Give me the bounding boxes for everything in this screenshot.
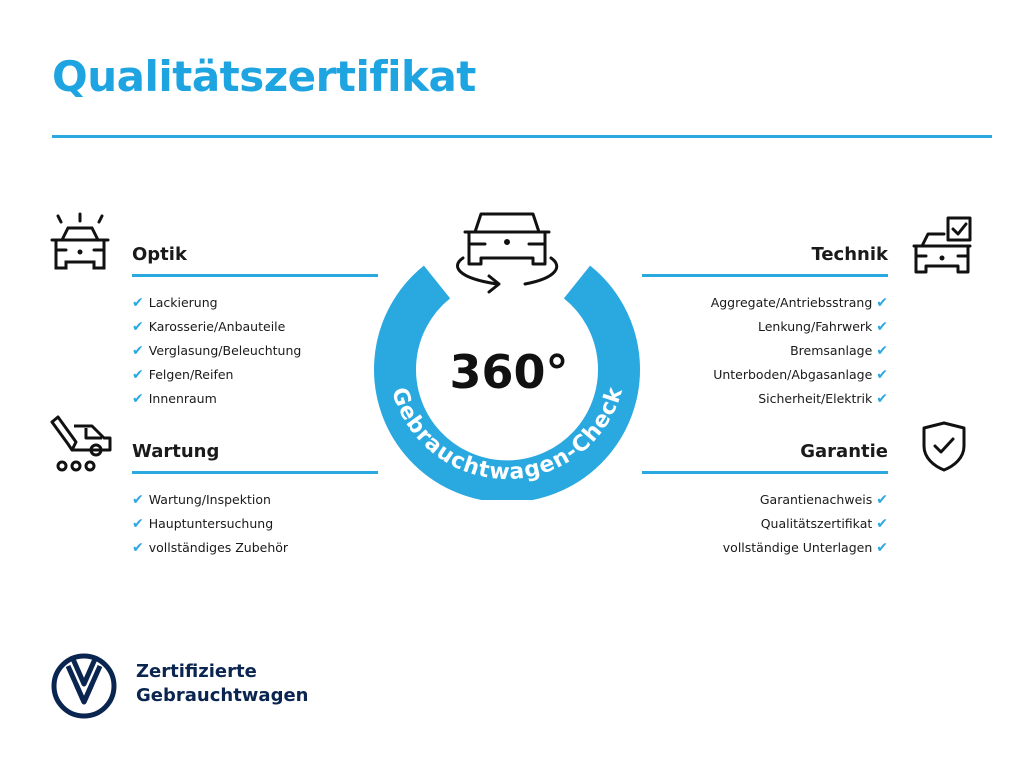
check-icon: ✔ bbox=[876, 492, 888, 508]
section-heading: Optik bbox=[132, 244, 187, 265]
list-item: Garantienachweis ✔ bbox=[759, 492, 888, 508]
check-icon: ✔ bbox=[876, 540, 888, 556]
title-divider bbox=[52, 135, 992, 138]
section-divider bbox=[132, 471, 378, 474]
car-rotate-icon bbox=[456, 212, 558, 294]
page-title: Qualitätszertifikat bbox=[52, 52, 476, 101]
ring-arc bbox=[374, 265, 640, 500]
check-icon: ✔ bbox=[876, 343, 888, 359]
check-icon: ✔ bbox=[876, 319, 888, 335]
check-icon: ✔ bbox=[876, 367, 888, 383]
list-item: ✔ Innenraum bbox=[132, 391, 217, 407]
360-label: 360° bbox=[449, 345, 568, 399]
shield-check-icon bbox=[922, 421, 966, 472]
check-icon: ✔ bbox=[132, 295, 144, 311]
section-heading: Wartung bbox=[132, 441, 220, 462]
vw-logo bbox=[51, 653, 117, 719]
check-icon: ✔ bbox=[132, 367, 144, 383]
check-icon: ✔ bbox=[132, 516, 144, 532]
list-item: Unterboden/Abgasanlage ✔ bbox=[713, 367, 888, 383]
section-technik: Technik Aggregate/Antriebsstrang ✔ Lenkun… bbox=[642, 244, 888, 411]
list-item: Lenkung/Fahrwerk ✔ bbox=[758, 319, 888, 335]
check-icon: ✔ bbox=[876, 295, 888, 311]
list-item: Sicherheit/Elektrik ✔ bbox=[758, 391, 888, 407]
car-checkbox-icon bbox=[912, 216, 972, 274]
section-heading: Technik bbox=[811, 244, 888, 265]
check-icon: ✔ bbox=[876, 516, 888, 532]
section-divider bbox=[642, 274, 888, 277]
service-van-icon bbox=[50, 415, 112, 472]
list-item: ✔ vollständiges Zubehör bbox=[132, 540, 289, 556]
list-item: ✔ Wartung/Inspektion bbox=[132, 492, 271, 508]
check-icon: ✔ bbox=[132, 319, 144, 335]
list-item: ✔ Felgen/Reifen bbox=[132, 367, 234, 383]
list-item: Qualitätszertifikat ✔ bbox=[760, 516, 888, 532]
car-lights-icon bbox=[50, 212, 110, 270]
list-item: ✔ Lackierung bbox=[132, 295, 218, 311]
check-icon: ✔ bbox=[132, 343, 144, 359]
list-item: Aggregate/Antriebsstrang ✔ bbox=[710, 295, 888, 311]
section-heading: Garantie bbox=[800, 441, 888, 462]
list-item: ✔ Karosserie/Anbauteile bbox=[132, 319, 286, 335]
check-icon: ✔ bbox=[132, 540, 144, 556]
section-divider bbox=[132, 274, 378, 277]
list-item: ✔ Hauptuntersuchung bbox=[132, 516, 274, 532]
list-item: ✔ Verglasung/Beleuchtung bbox=[132, 343, 302, 359]
360-check-badge: Gebrauchtwagen-Check 360° bbox=[374, 212, 640, 500]
check-icon: ✔ bbox=[876, 391, 888, 407]
check-icon: ✔ bbox=[132, 391, 144, 407]
section-divider bbox=[642, 471, 888, 474]
list-item: Bremsanlage ✔ bbox=[790, 343, 888, 359]
section-optik: Optik ✔ Lackierung ✔ Karosserie/Anbauteile… bbox=[132, 244, 378, 411]
brand-text: Zertifizierte Gebrauchtwagen bbox=[136, 661, 309, 706]
section-garantie: Garantie Garantienachweis ✔ Qualitätszert… bbox=[642, 441, 888, 560]
check-icon: ✔ bbox=[132, 492, 144, 508]
list-item: vollständige Unterlagen ✔ bbox=[722, 540, 888, 556]
section-wartung: Wartung ✔ Wartung/Inspektion ✔ Hauptunters… bbox=[132, 441, 378, 560]
